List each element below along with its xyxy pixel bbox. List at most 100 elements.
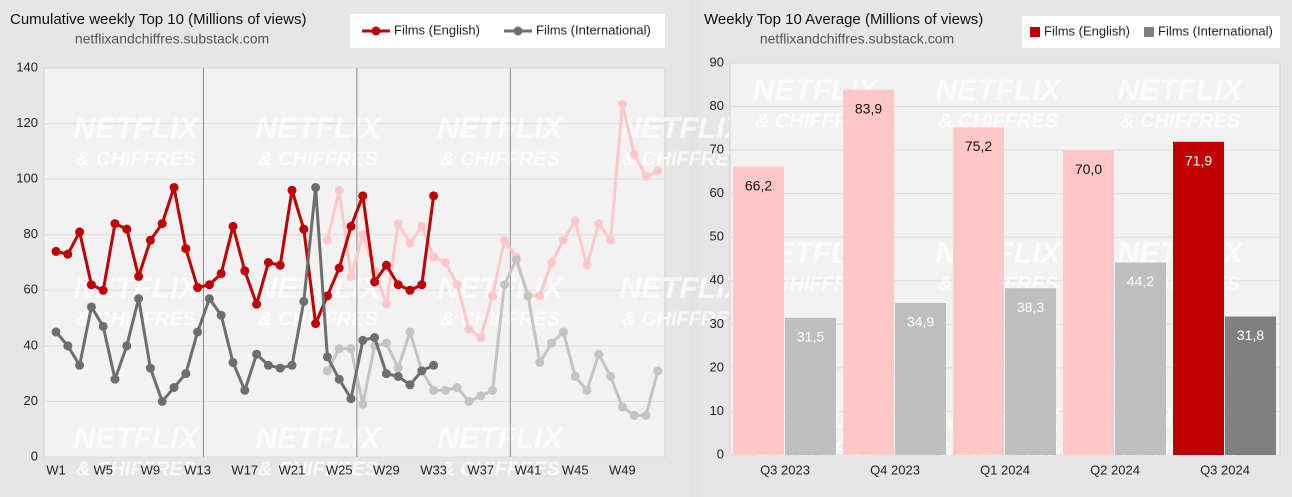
y-tick-label: 50: [710, 229, 724, 244]
x-tick-label: W13: [184, 462, 211, 477]
watermark: NETFLIX: [620, 272, 747, 305]
point: [464, 324, 474, 334]
point: [299, 296, 309, 306]
point: [275, 363, 285, 373]
bar-value-label: 71,9: [1185, 153, 1212, 169]
x-tick-label: W45: [562, 462, 589, 477]
y-tick-label: 40: [24, 337, 38, 352]
bar: [953, 127, 1004, 455]
point: [334, 344, 344, 354]
watermark: & CHIFFRES: [258, 148, 379, 170]
point: [322, 352, 332, 362]
point: [204, 294, 214, 304]
x-tick-label: W37: [467, 462, 494, 477]
x-tick-label: W1: [46, 462, 66, 477]
x-tick-label: W33: [420, 462, 447, 477]
point: [594, 219, 604, 229]
point: [606, 371, 616, 381]
y-tick-label: 140: [16, 59, 38, 74]
bar: [733, 166, 784, 455]
point: [98, 285, 108, 295]
y-tick-label: 20: [710, 359, 724, 374]
point: [63, 249, 73, 259]
point: [358, 230, 368, 240]
point: [370, 333, 380, 343]
point: [570, 371, 580, 381]
legend-marker: [371, 26, 381, 36]
legend-label: Films (English): [394, 22, 480, 37]
watermark: & CHIFFRES: [258, 458, 379, 480]
point: [110, 374, 120, 384]
point: [75, 360, 85, 370]
x-tick-label: Q3 2024: [1200, 462, 1250, 477]
bar: [1173, 141, 1224, 455]
y-tick-label: 100: [16, 171, 38, 186]
point: [311, 182, 321, 192]
point: [641, 410, 651, 420]
point: [617, 402, 627, 412]
x-tick-label: W41: [515, 462, 542, 477]
point: [370, 277, 380, 287]
y-tick-label: 80: [710, 98, 724, 113]
bar-value-label: 38,3: [1017, 299, 1044, 315]
bar-value-label: 34,9: [907, 314, 934, 330]
point: [216, 310, 226, 320]
point: [429, 360, 439, 370]
point: [499, 280, 509, 290]
legend-marker: [513, 26, 523, 36]
bar-value-label: 70,0: [1075, 161, 1102, 177]
point: [145, 363, 155, 373]
watermark: NETFLIX: [620, 112, 747, 145]
point: [488, 291, 498, 301]
point: [488, 385, 498, 395]
watermark: NETFLIX: [1118, 74, 1245, 107]
point: [393, 363, 403, 373]
bar-value-label: 31,5: [797, 329, 824, 345]
point: [346, 394, 356, 404]
point: [558, 235, 568, 245]
watermark: NETFLIX: [256, 272, 383, 305]
watermark: & CHIFFRES: [938, 110, 1059, 132]
chart-title: Weekly Top 10 Average (Millions of views…: [704, 11, 983, 28]
point: [228, 358, 238, 368]
point: [582, 385, 592, 395]
point: [381, 369, 391, 379]
legend-label: Films (International): [1158, 23, 1273, 38]
y-tick-label: 10: [710, 403, 724, 418]
point: [452, 383, 462, 393]
bar: [785, 317, 836, 455]
y-tick-label: 30: [710, 316, 724, 331]
point: [582, 260, 592, 270]
y-tick-label: 60: [24, 282, 38, 297]
watermark: NETFLIX: [256, 112, 383, 145]
point: [358, 335, 368, 345]
point: [299, 224, 309, 234]
point: [417, 366, 427, 376]
point: [322, 235, 332, 245]
point: [440, 385, 450, 395]
bar-value-label: 75,2: [965, 138, 992, 154]
legend-label: Films (International): [536, 22, 651, 37]
point: [334, 263, 344, 273]
bar: [1115, 262, 1166, 455]
chart-subtitle: netflixandchiffres.substack.com: [760, 31, 954, 47]
point: [547, 338, 557, 348]
point: [263, 258, 273, 267]
bar-value-label: 31,8: [1237, 327, 1264, 343]
bar: [1225, 316, 1276, 455]
point: [181, 244, 191, 254]
point: [122, 341, 132, 351]
point: [440, 258, 450, 267]
point: [629, 149, 639, 159]
chart-subtitle: netflixandchiffres.substack.com: [75, 31, 269, 47]
watermark: NETFLIX: [438, 112, 565, 145]
point: [322, 366, 332, 376]
bar: [895, 302, 946, 455]
watermark: & CHIFFRES: [622, 148, 743, 170]
watermark: & CHIFFRES: [76, 458, 197, 480]
point: [311, 319, 321, 329]
x-tick-label: W49: [609, 462, 636, 477]
bar-value-label: 66,2: [745, 177, 772, 193]
